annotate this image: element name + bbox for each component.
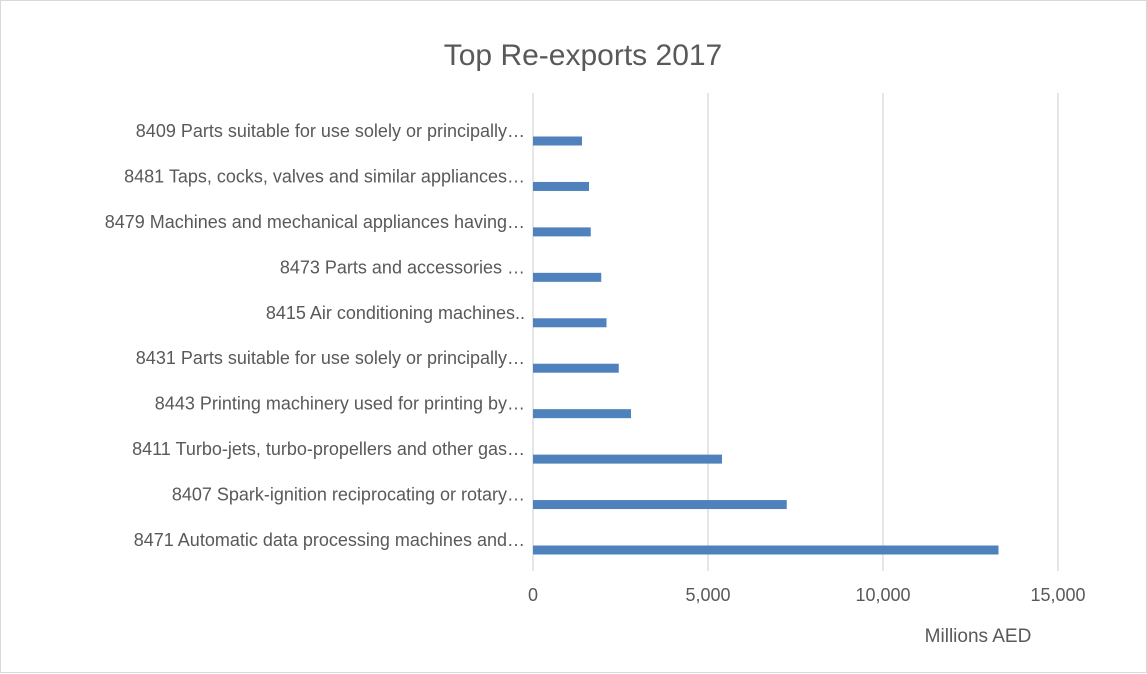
category-label-1: 8481 Taps, cocks, valves and similar app…	[124, 166, 525, 186]
bar-2	[533, 227, 591, 237]
bar-7	[533, 454, 722, 464]
bar-3	[533, 272, 602, 282]
x-tick-label-3: 15,000	[1030, 585, 1085, 605]
x-tick-label-0: 0	[528, 585, 538, 605]
bars	[533, 136, 999, 555]
bar-4	[533, 318, 607, 328]
bar-1	[533, 181, 589, 191]
bar-5	[533, 363, 619, 373]
chart-title: Top Re-exports 2017	[444, 39, 723, 72]
category-label-0: 8409 Parts suitable for use solely or pr…	[136, 121, 525, 141]
category-label-2: 8479 Machines and mechanical appliances …	[105, 212, 525, 232]
bar-0	[533, 136, 582, 146]
bar-6	[533, 409, 631, 419]
category-label-5: 8431 Parts suitable for use solely or pr…	[136, 348, 525, 368]
category-label-3: 8473 Parts and accessories …	[280, 257, 525, 277]
category-label-4: 8415 Air conditioning machines..	[266, 303, 525, 323]
x-tick-label-1: 5,000	[685, 585, 730, 605]
x-axis-title: Millions AED	[925, 626, 1032, 647]
bar-9	[533, 545, 999, 555]
category-label-6: 8443 Printing machinery used for printin…	[155, 394, 525, 414]
bar-8	[533, 500, 787, 510]
x-tick-label-2: 10,000	[855, 585, 910, 605]
category-labels: 8409 Parts suitable for use solely or pr…	[105, 121, 525, 550]
category-label-9: 8471 Automatic data processing machines …	[134, 530, 525, 550]
category-label-8: 8407 Spark-ignition reciprocating or rot…	[172, 485, 525, 505]
category-label-7: 8411 Turbo-jets, turbo-propellers and ot…	[132, 439, 525, 459]
gridlines	[532, 93, 1059, 571]
x-tick-labels: 0 5,000 10,000 15,000	[528, 585, 1086, 605]
